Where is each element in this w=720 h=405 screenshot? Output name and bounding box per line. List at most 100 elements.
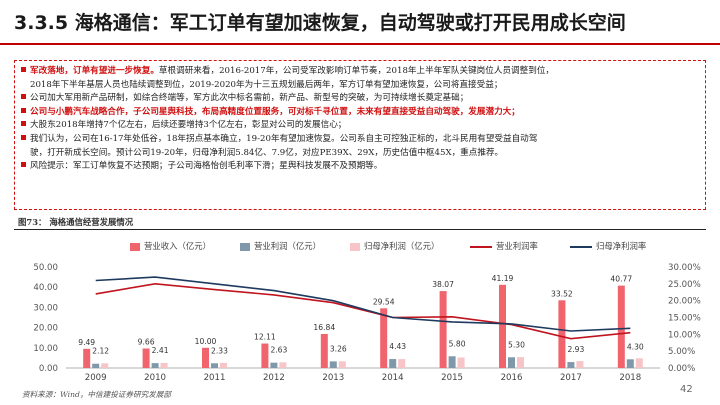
chart-legend: 营业收入（亿元） 营业利润（亿元） 归母净利润（亿元） 营业利润率 归母净利润率 bbox=[130, 239, 690, 253]
revenue-data-label: 16.84 bbox=[313, 323, 335, 332]
bullet-square-icon bbox=[21, 67, 26, 72]
bullet-square-icon bbox=[21, 134, 26, 140]
op-profit-data-label: 5.80 bbox=[449, 339, 466, 348]
business-performance-chart: 0.00 10.00 20.00 30.00 40.00 50.00 0.00% 5.00% 1… bbox=[33, 263, 701, 383]
revenue-bar bbox=[261, 343, 269, 368]
net-profit-bar bbox=[220, 362, 227, 368]
legend-label: 营业收入（亿元） bbox=[144, 241, 211, 251]
revenue-bar bbox=[380, 308, 388, 368]
op-profit-data-label: 3.26 bbox=[330, 344, 347, 353]
op-profit-bar bbox=[329, 361, 337, 368]
revenue-data-label: 29.54 bbox=[373, 297, 395, 306]
bullet-text: 大股东2018年增持7个亿左右，后续还要增持3个亿左右，彰显对公司的发展信心； bbox=[30, 120, 347, 131]
revenue-bar bbox=[499, 284, 506, 368]
bullet-line-2: 2018年下半年基层人员也陆续调整到位，2019-2020年为十三五规划最后两年… bbox=[21, 79, 699, 93]
x-tick-label: 2017 bbox=[560, 373, 582, 383]
legend-swatch-bar bbox=[130, 242, 140, 251]
revenue-bar bbox=[142, 348, 150, 368]
op-margin-line bbox=[95, 282, 631, 340]
op-profit-data-label: 4.30 bbox=[627, 342, 644, 351]
op-profit-bar bbox=[211, 363, 218, 368]
bullet-lead-text: 军改落地，订单有望进一步恢复。 bbox=[30, 66, 159, 76]
bullet-line-6: 我们认为，公司在16-17年处低谷，18年拐点基本确立，19-20年有望加速恢复… bbox=[21, 133, 699, 147]
legend-label: 归母净利润（亿元） bbox=[364, 241, 440, 251]
bullet-text: 2018年下半年基层人员也陆续调整到位，2019-2020年为十三五规划最后两年… bbox=[30, 79, 503, 90]
op-profit-data-label: 4.43 bbox=[389, 342, 406, 351]
y-tick-right: 30.00% bbox=[668, 263, 701, 273]
page-title: 3.3.5 海格通信：军工订单有望加速恢复，自动驾驶或打开民用成长空间 bbox=[14, 12, 626, 34]
revenue-data-label: 10.00 bbox=[195, 337, 217, 346]
op-profit-data-label: 2.12 bbox=[92, 347, 109, 356]
x-tick-label: 2012 bbox=[263, 373, 285, 383]
op-profit-bar bbox=[151, 363, 159, 368]
bullet-text: 公司加大军用新产品研制，如综合终端等，军方此次中标名需前，新产品、新型号的突破，… bbox=[30, 93, 469, 104]
y-tick-right: 20.00% bbox=[668, 297, 701, 307]
op-profit-bar bbox=[448, 356, 456, 368]
page-number: 42 bbox=[680, 384, 693, 395]
op-profit-bar bbox=[270, 362, 278, 368]
x-tick-label: 2011 bbox=[204, 373, 226, 383]
x-tick-label: 2018 bbox=[619, 373, 641, 383]
revenue-bar bbox=[439, 291, 447, 368]
bullet-text: 驶，打开新成长空间。预计公司19-20年，归母净利润5.84亿、7.9亿，对应P… bbox=[30, 147, 504, 158]
x-tick-label: 2016 bbox=[501, 373, 523, 383]
bullet-line-1: 军改落地，订单有望进一步恢复。草根调研来看，2016-2017年，公司受军改影响… bbox=[21, 65, 699, 79]
net-profit-bar bbox=[635, 358, 643, 368]
x-tick-label: 2014 bbox=[382, 373, 404, 383]
legend-label: 营业利润率 bbox=[496, 241, 538, 251]
op-profit-bar bbox=[389, 359, 397, 368]
bullet-line-8: 风险提示：军工订单恢复不达预期；子公司海格怡创毛利率下滑；星舆科技发展不及预期等… bbox=[21, 160, 699, 174]
op-profit-data-label: 2.63 bbox=[270, 346, 287, 355]
revenue-bar bbox=[558, 300, 566, 368]
bullet-line-4: 公司与小鹏汽车战略合作，子公司星舆科技，布局高精度位置服务，可对标千寻位置，未来… bbox=[21, 106, 699, 120]
bullet-line-7: 驶，打开新成长空间。预计公司19-20年，归母净利润5.84亿、7.9亿，对应P… bbox=[21, 147, 699, 161]
legend-label: 归母净利润率 bbox=[596, 241, 647, 251]
x-tick-label: 2010 bbox=[144, 373, 166, 383]
op-profit-bar bbox=[567, 362, 575, 368]
revenue-bar bbox=[202, 347, 209, 368]
bullet-line-5: 大股东2018年增持7个亿左右，后续还要增持3个亿左右，彰显对公司的发展信心； bbox=[21, 119, 699, 133]
legend-swatch-bar bbox=[240, 242, 250, 251]
net-profit-bar bbox=[576, 361, 584, 368]
legend-item-revenue: 营业收入（亿元） bbox=[130, 239, 211, 253]
bullet-square-icon bbox=[21, 107, 26, 113]
y-tick-right: 25.00% bbox=[668, 280, 701, 290]
legend-swatch-line bbox=[570, 245, 592, 248]
revenue-data-label: 12.11 bbox=[254, 333, 276, 342]
legend-swatch-line bbox=[470, 245, 492, 248]
y-tick-left: 50.00 bbox=[33, 263, 58, 273]
legend-item-op-profit: 营业利润（亿元） bbox=[240, 239, 321, 253]
op-profit-bar bbox=[626, 359, 634, 368]
summary-box: 军改落地，订单有望进一步恢复。草根调研来看，2016-2017年，公司受军改影响… bbox=[14, 60, 706, 210]
y-tick-left: 40.00 bbox=[33, 283, 58, 293]
op-profit-data-label: 2.93 bbox=[567, 345, 584, 354]
net-profit-bar bbox=[398, 359, 406, 368]
bullet-text: 我们认为，公司在16-17年处低谷，18年拐点基本确立，19-20年有望加速恢复… bbox=[30, 133, 538, 144]
y-tick-left: 30.00 bbox=[33, 303, 58, 313]
net-profit-bar bbox=[279, 362, 287, 368]
legend-item-net-margin: 归母净利润率 bbox=[570, 239, 646, 253]
op-profit-bar bbox=[92, 363, 100, 368]
revenue-bar bbox=[83, 348, 91, 368]
revenue-data-label: 9.49 bbox=[78, 338, 95, 347]
net-profit-bar bbox=[101, 363, 109, 368]
x-tick-label: 2013 bbox=[322, 373, 344, 383]
bullet-text: 风险提示：军工订单恢复不达预期；子公司海格怡创毛利率下滑；星舆科技发展不及预期等… bbox=[30, 161, 383, 172]
y-tick-left: 0.00 bbox=[39, 364, 58, 374]
figure-caption: 图73： 海格通信经营发展情况 bbox=[14, 216, 706, 230]
op-profit-bar bbox=[508, 357, 515, 368]
net-margin-line bbox=[95, 276, 631, 332]
bullet-square-icon bbox=[21, 94, 26, 100]
bullet-rest-text: 草根调研来看，2016-2017年，公司受军改影响订单节奏，2018年上半年军队… bbox=[158, 66, 555, 76]
title-divider bbox=[0, 43, 720, 45]
x-tick-label: 2015 bbox=[441, 373, 463, 383]
net-profit-bar bbox=[457, 357, 465, 368]
legend-item-op-margin: 营业利润率 bbox=[470, 239, 538, 253]
bullet-line-3: 公司加大军用新产品研制，如综合终端等，军方此次中标名需前，新产品、新型号的突破，… bbox=[21, 92, 699, 106]
legend-swatch-bar bbox=[350, 242, 360, 251]
bullet-text: 公司与小鹏汽车战略合作，子公司星舆科技，布局高精度位置服务，可对标千寻位置，未来… bbox=[30, 106, 520, 117]
revenue-data-label: 9.66 bbox=[138, 337, 155, 346]
y-tick-right: 0.00% bbox=[668, 364, 695, 374]
revenue-data-label: 33.52 bbox=[551, 289, 573, 298]
net-profit-bar bbox=[517, 357, 524, 368]
